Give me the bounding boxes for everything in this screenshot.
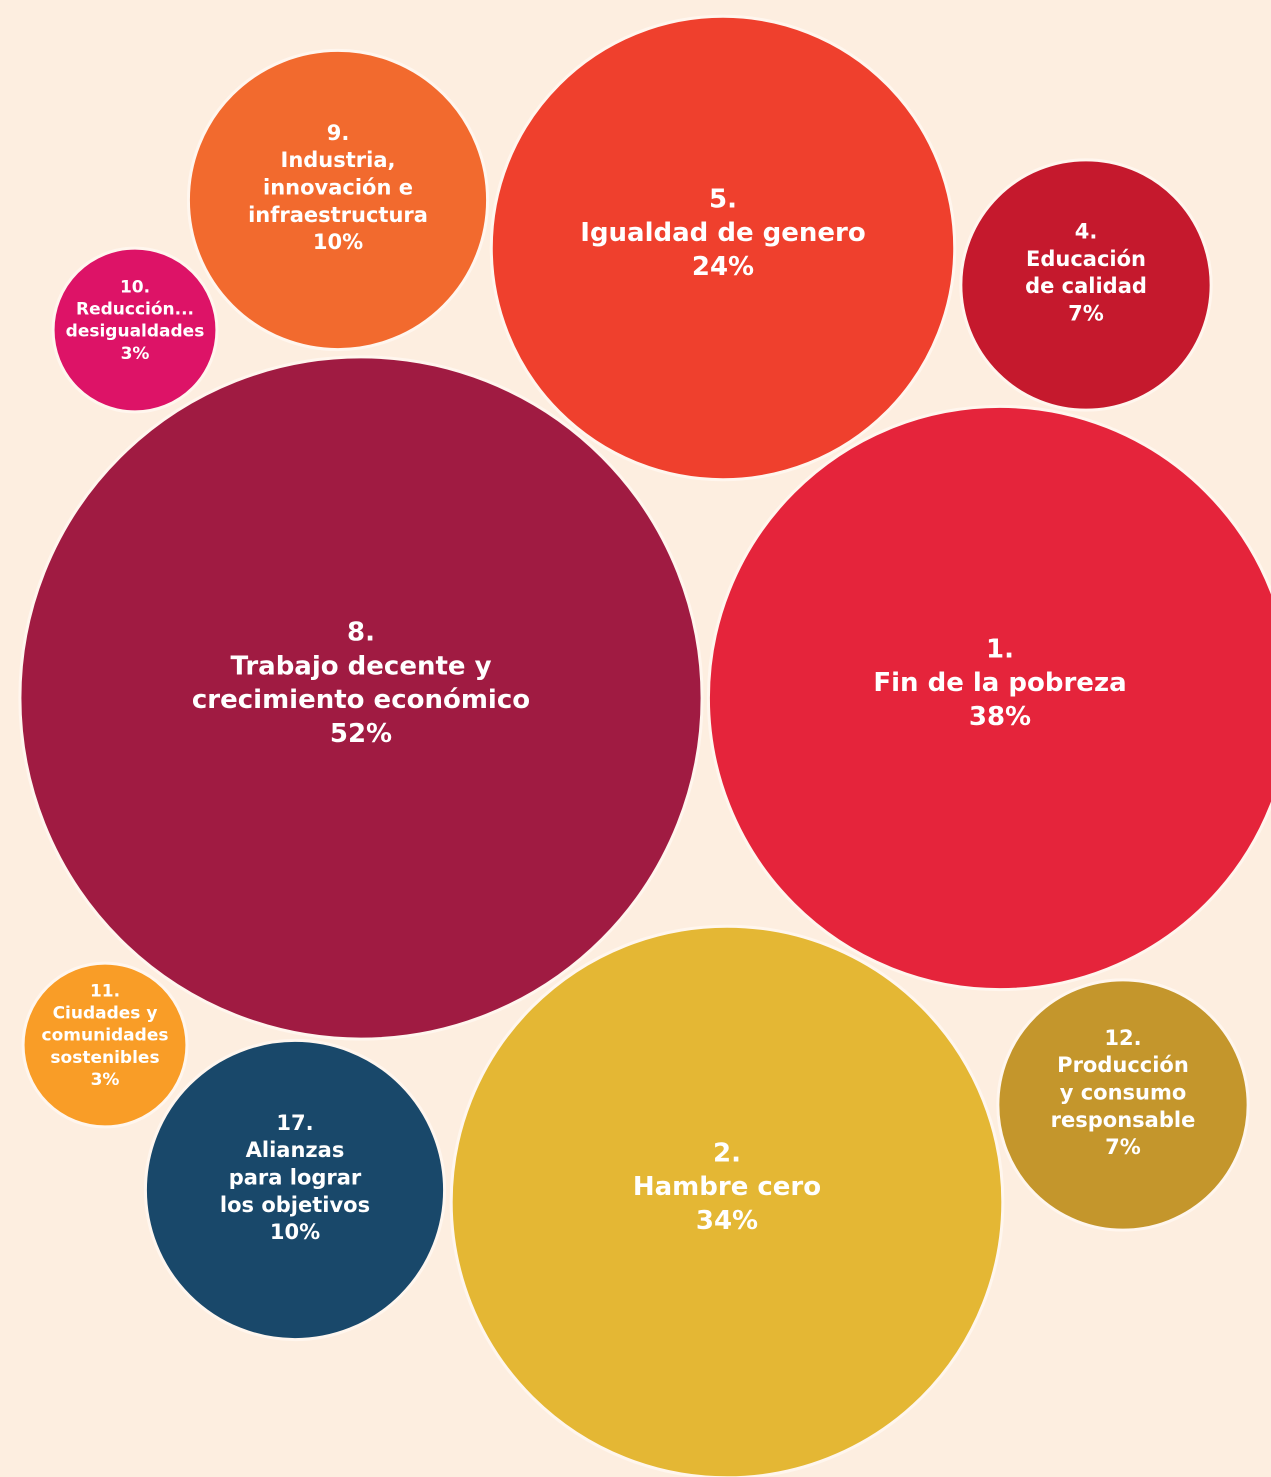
bubble-value-label: 3% xyxy=(91,1070,120,1090)
bubble-label: Alianzas xyxy=(246,1138,345,1162)
bubble-value-label: 34% xyxy=(696,1206,758,1236)
bubble-number: 11. xyxy=(90,981,120,1001)
bubble-number: 9. xyxy=(327,121,350,145)
bubble-label: sostenibles xyxy=(50,1048,159,1068)
bubble-number: 1. xyxy=(986,634,1014,664)
bubble xyxy=(707,405,1271,991)
bubble xyxy=(996,978,1250,1232)
bubble-number: 12. xyxy=(1104,1026,1141,1050)
bubble-label: Reducción... xyxy=(76,300,194,320)
bubble-label: Trabajo decente y xyxy=(230,651,491,681)
bubble-number: 10. xyxy=(120,278,150,298)
bubble-label: Ciudades y xyxy=(53,1004,158,1024)
bubble-label: infraestructura xyxy=(248,203,428,227)
bubble-label: Fin de la pobreza xyxy=(873,668,1126,698)
bubble-label: innovación e xyxy=(263,175,413,199)
bubble xyxy=(18,355,704,1041)
bubble-label: Educación xyxy=(1026,247,1146,271)
bubble-label: responsable xyxy=(1051,1108,1196,1132)
bubble xyxy=(449,924,1005,1477)
bubble-label: Hambre cero xyxy=(633,1172,821,1202)
bubble-label: Igualdad de genero xyxy=(580,218,865,248)
bubble-number: 17. xyxy=(276,1111,313,1135)
bubble-value-label: 52% xyxy=(330,719,392,749)
bubble-label: de calidad xyxy=(1025,274,1147,298)
bubble xyxy=(959,158,1213,412)
bubble-number: 8. xyxy=(347,618,375,648)
bubble-label: Industria, xyxy=(281,148,396,172)
bubble-value-label: 10% xyxy=(313,230,363,254)
bubble-value-label: 7% xyxy=(1068,301,1104,325)
bubble-label: comunidades xyxy=(42,1026,169,1046)
bubble-value-label: 10% xyxy=(270,1220,320,1244)
bubble-value-label: 24% xyxy=(692,252,754,282)
bubble-label: crecimiento económico xyxy=(192,685,530,715)
bubble-value-label: 38% xyxy=(969,702,1031,732)
bubble-label: y consumo xyxy=(1060,1080,1187,1104)
bubble xyxy=(51,246,219,414)
bubble xyxy=(21,961,189,1129)
bubble-label: Producción xyxy=(1057,1053,1189,1077)
bubble-number: 5. xyxy=(709,184,737,214)
bubble-value-label: 3% xyxy=(121,344,150,364)
bubble-label: desigualdades xyxy=(66,322,205,342)
bubble-label: los objetivos xyxy=(220,1193,370,1217)
bubble xyxy=(186,48,490,352)
bubble-value-label: 7% xyxy=(1105,1135,1141,1159)
bubble xyxy=(143,1038,447,1342)
bubble-number: 2. xyxy=(713,1138,741,1168)
bubble-label: para lograr xyxy=(229,1165,362,1189)
bubble xyxy=(489,14,957,482)
bubble-number: 4. xyxy=(1075,220,1098,244)
